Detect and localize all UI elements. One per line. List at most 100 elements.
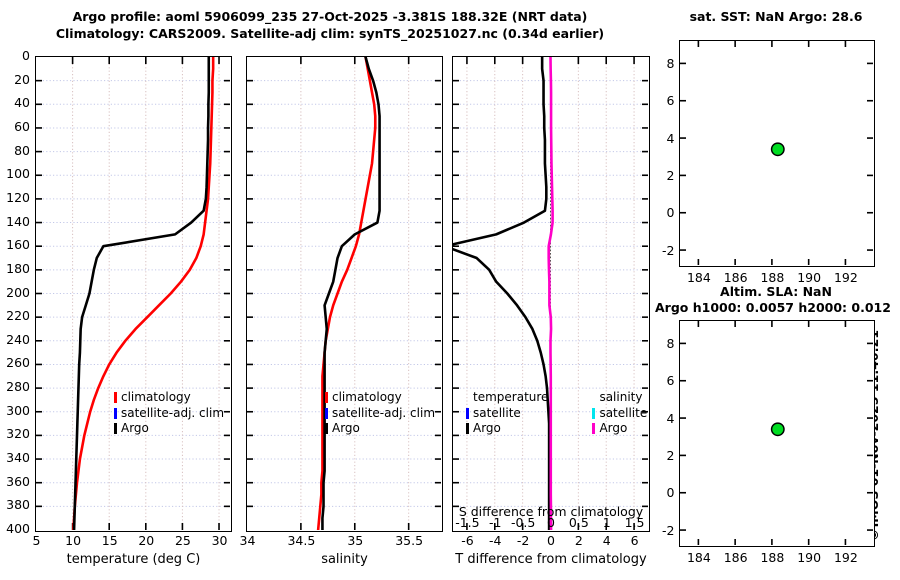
temperature-legend: climatology satellite-adj. clim Argo — [114, 390, 224, 437]
legend-swatch — [114, 392, 117, 404]
depth-tick-label: 60 — [14, 118, 30, 134]
legend-label: satellite — [473, 405, 521, 420]
depth-tick-label: 380 — [6, 497, 30, 513]
map-x-tick-label: 190 — [797, 269, 822, 285]
x-tick-label: 34.5 — [287, 533, 316, 548]
x-tick-label: 25 — [174, 533, 191, 548]
x-tick-label: 5 — [32, 533, 41, 548]
map-y-tick-label: -2 — [662, 522, 675, 538]
depth-tick-label: 0 — [22, 48, 30, 63]
depth-tick-label: 220 — [6, 308, 30, 324]
map-x-tick-label: 192 — [833, 269, 858, 285]
depth-tick-label: 320 — [6, 426, 30, 442]
salinity-profile-panel — [246, 56, 443, 532]
map-y-tick-label: 8 — [666, 335, 675, 351]
legend-swatch — [592, 423, 596, 435]
legend-swatch — [466, 407, 469, 419]
legend-label: satellite — [599, 405, 648, 420]
salinity-axis-title: salinity — [321, 552, 368, 567]
x-tick-label: 30 — [211, 533, 228, 548]
x-tick-label: 2 — [574, 533, 583, 548]
map-x-tick-label: 184 — [686, 549, 711, 565]
x-tick-label: 10 — [65, 533, 82, 548]
legend-column-header: salinity — [599, 390, 643, 404]
s-difference-axis-title: S difference from climatology — [458, 504, 644, 519]
depth-tick-label: 260 — [6, 355, 30, 371]
page-title: Argo profile: aoml 5906099_235 27-Oct-20… — [0, 8, 660, 42]
x-tick-label: 0.5 — [568, 515, 589, 530]
legend-item: climatology — [325, 390, 435, 406]
depth-tick-label: 140 — [6, 213, 30, 229]
title-line-1: Argo profile: aoml 5906099_235 27-Oct-20… — [72, 9, 588, 24]
map-x-tick-label: 188 — [760, 549, 785, 565]
legend-item: Argo — [114, 421, 224, 437]
t-difference-axis-title: T difference from climatology — [455, 552, 647, 567]
map-y-tick-label: 8 — [666, 55, 675, 71]
legend-label: climatology — [121, 390, 191, 404]
depth-tick-label: 20 — [14, 71, 30, 87]
depth-tick-label: 100 — [6, 166, 30, 182]
map-y-tick-label: 6 — [666, 93, 675, 109]
map-y-tick-label: 4 — [666, 410, 675, 426]
x-tick-label: 1.5 — [624, 515, 645, 530]
x-tick-label: -4 — [489, 533, 502, 548]
map-x-tick-label: 186 — [723, 549, 748, 565]
legend-item: satellite — [466, 406, 548, 422]
argo-h-values: Argo h1000: 0.0057 h2000: 0.012 — [655, 300, 891, 315]
legend-item: Argo — [592, 421, 647, 437]
map-y-tick-label: 2 — [666, 447, 675, 463]
legend-item: satellite-adj. clim — [325, 406, 435, 422]
difference-legend: temperature satellite Argo salinity satellit… — [466, 390, 647, 437]
legend-swatch — [325, 392, 328, 404]
x-tick-label: -1 — [489, 515, 502, 530]
legend-item: Argo — [325, 421, 435, 437]
legend-column-header: temperature — [473, 390, 549, 404]
legend-swatch — [466, 423, 469, 435]
depth-tick-label: 340 — [6, 450, 30, 466]
sla-map-plot — [680, 321, 873, 545]
float-position-marker — [770, 142, 785, 157]
depth-tick-label: 180 — [6, 260, 30, 276]
legend-swatch — [325, 423, 328, 435]
x-tick-label: 6 — [630, 533, 639, 548]
x-tick-label: 20 — [138, 533, 155, 548]
map-x-tick-label: 190 — [797, 549, 822, 565]
salinity-profile-plot — [247, 57, 441, 530]
legend-label: Argo — [473, 421, 501, 435]
depth-tick-label: 120 — [6, 189, 30, 205]
salinity-legend: climatology satellite-adj. clim Argo — [325, 390, 435, 437]
x-tick-label: 0 — [547, 515, 555, 530]
sla-panel-title: Altim. SLA: NaN — [720, 284, 832, 299]
sla-map-panel — [679, 320, 875, 547]
legend-column: temperature satellite Argo — [466, 390, 548, 437]
x-tick-label: -2 — [516, 533, 530, 548]
map-y-tick-label: 0 — [666, 485, 675, 501]
legend-item: satellite — [592, 406, 647, 422]
sst-map-plot — [680, 41, 873, 265]
x-tick-label: 1 — [602, 515, 611, 530]
depth-tick-label: 200 — [6, 284, 30, 300]
legend-label: climatology — [332, 390, 402, 404]
legend-label: Argo — [332, 421, 360, 435]
legend-item: satellite-adj. clim — [114, 406, 224, 422]
difference-legend-columns: temperature satellite Argo salinity satellit… — [466, 390, 647, 437]
legend-label: satellite-adj. clim — [121, 405, 225, 420]
map-y-tick-label: 6 — [666, 373, 675, 389]
legend-item: Argo — [466, 421, 548, 437]
legend-label: satellite-adj. clim — [332, 405, 436, 420]
map-y-tick-label: 0 — [666, 205, 675, 221]
difference-profile-panel — [452, 56, 650, 532]
sst-panel-title: sat. SST: NaN Argo: 28.6 — [689, 9, 863, 24]
depth-tick-label: 80 — [14, 142, 30, 158]
map-x-tick-label: 184 — [686, 269, 711, 285]
legend-label: Argo — [121, 421, 149, 435]
legend-column: salinity satellite Argo — [592, 390, 647, 437]
depth-tick-label: 400 — [6, 521, 30, 536]
depth-tick-label: 160 — [6, 237, 30, 253]
legend-label: Argo — [599, 421, 628, 435]
depth-tick-label: 280 — [6, 379, 30, 395]
float-position-marker — [770, 422, 785, 437]
temperature-axis-title: temperature (deg C) — [66, 552, 201, 567]
x-tick-label: 34 — [239, 533, 256, 548]
x-tick-label: -1.5 — [455, 515, 480, 530]
